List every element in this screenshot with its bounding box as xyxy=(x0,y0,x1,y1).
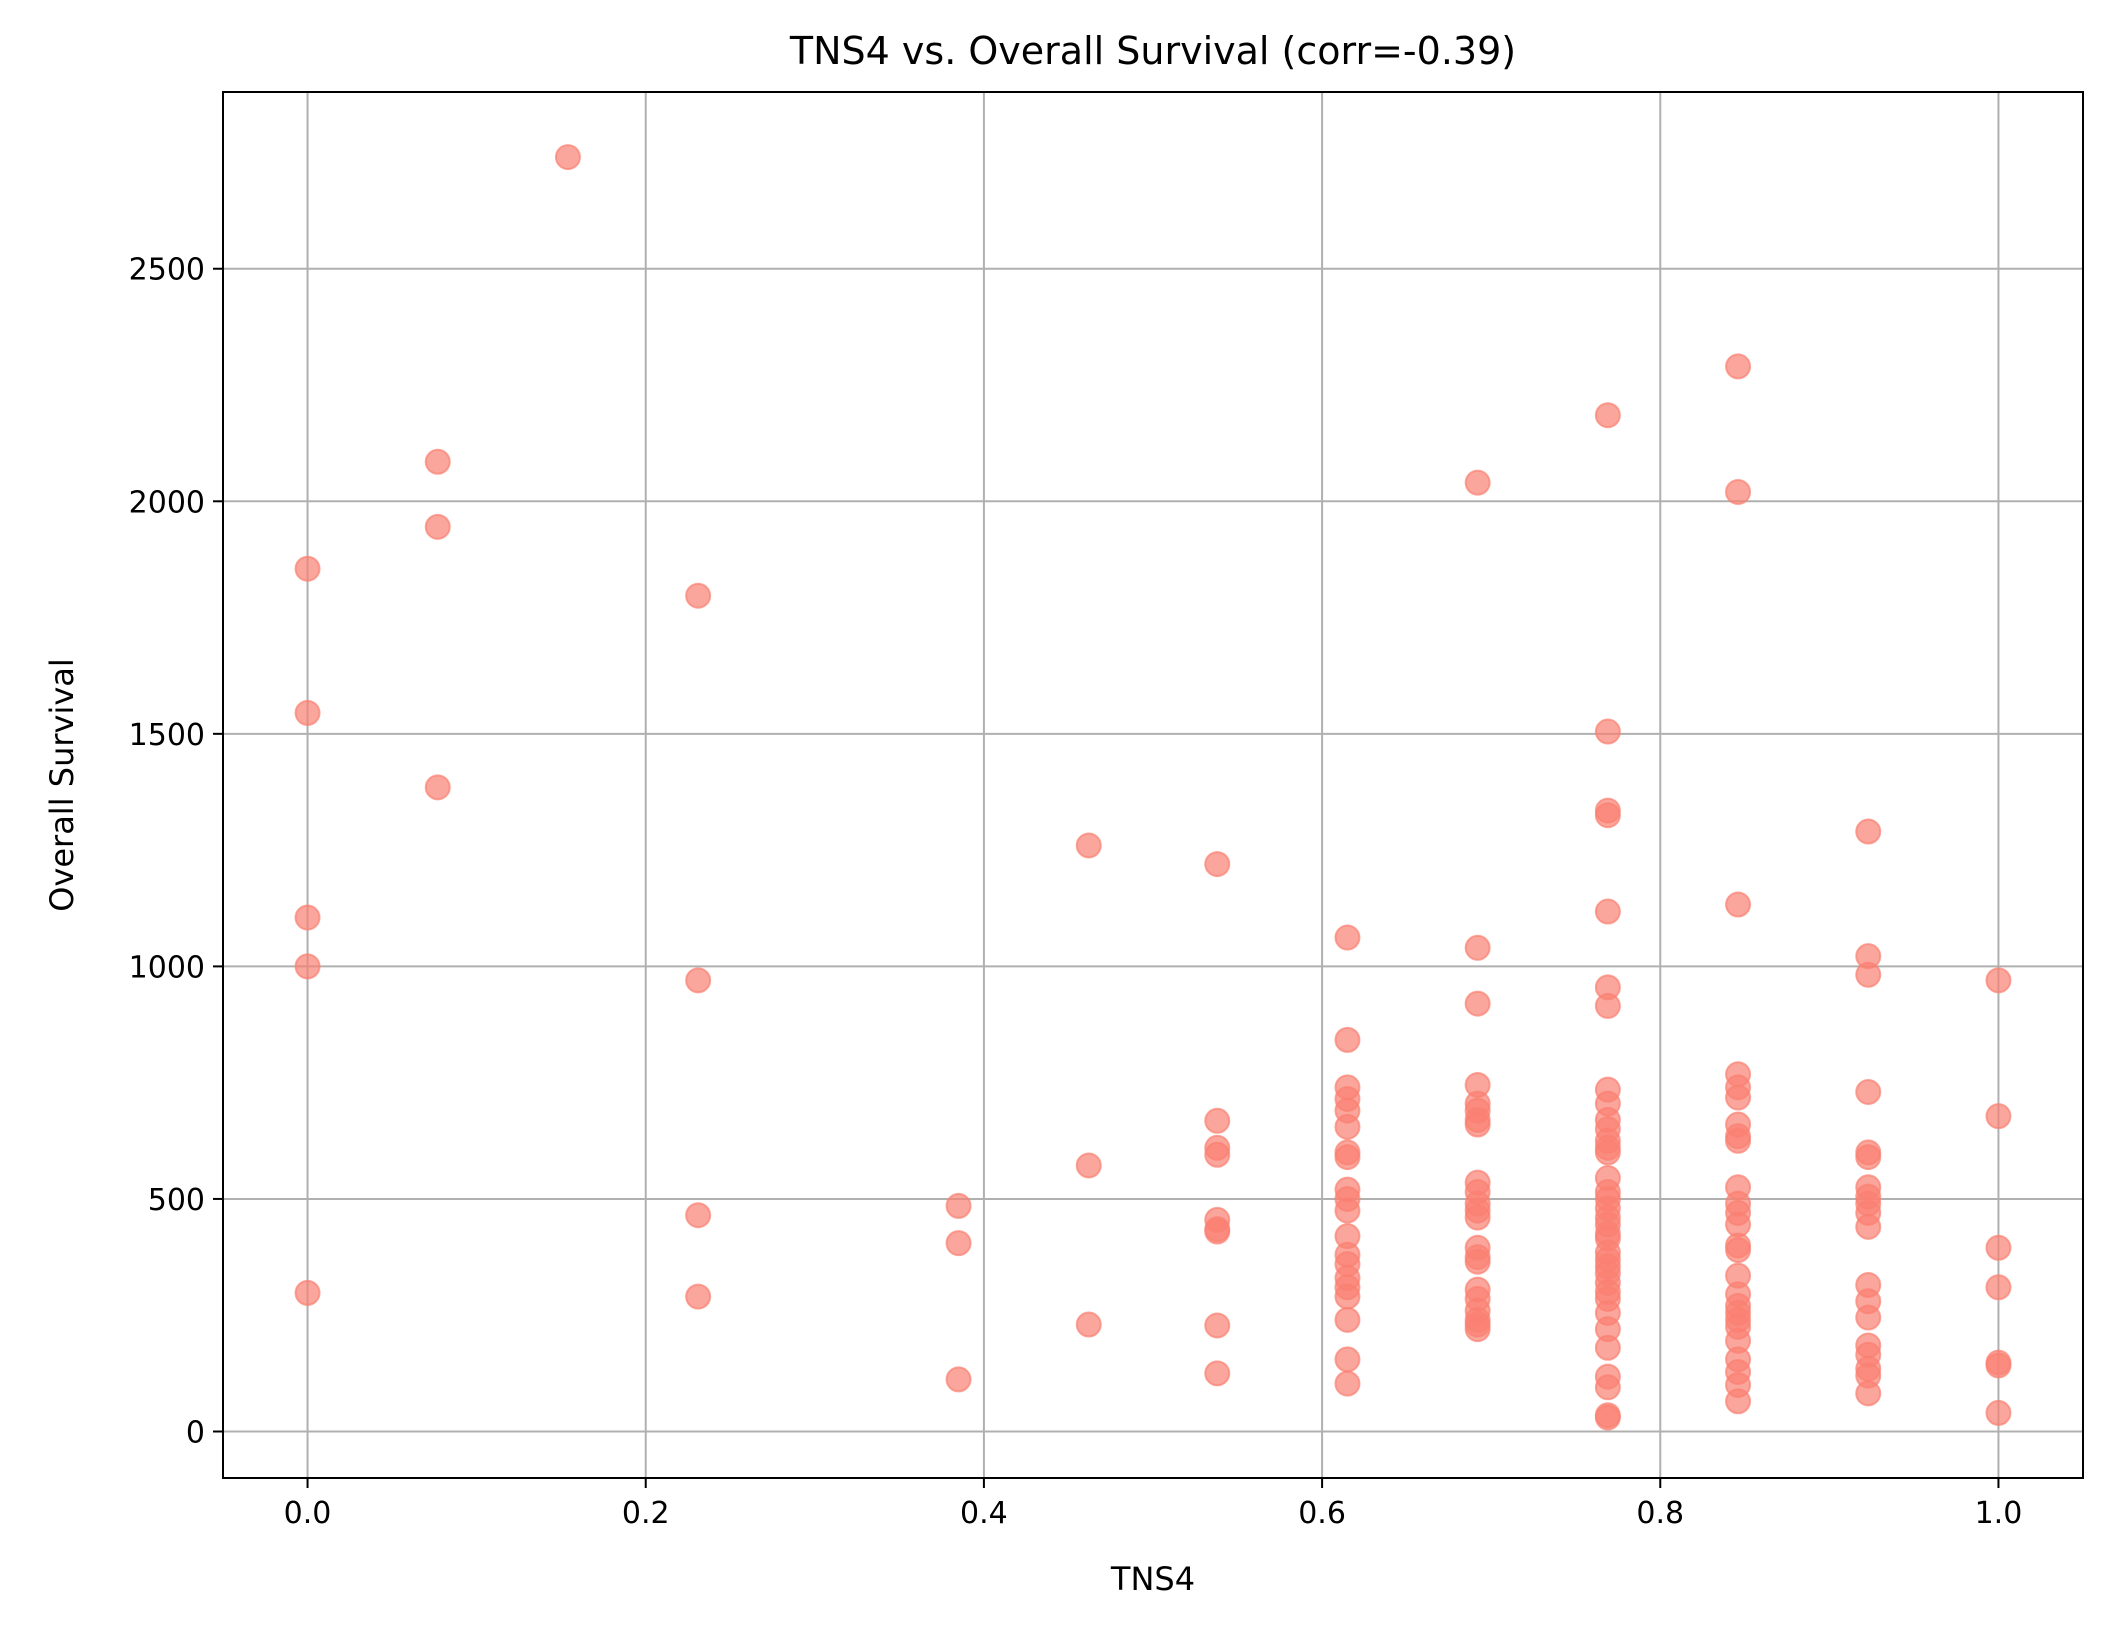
data-point xyxy=(685,582,712,609)
plot-frame xyxy=(222,91,2084,1479)
y-axis-title: Overall Survival xyxy=(43,658,81,912)
y-tick-label: 1000 xyxy=(129,950,205,985)
data-point xyxy=(1725,1388,1752,1415)
data-point xyxy=(424,448,451,475)
data-point xyxy=(1985,1352,2012,1379)
data-point xyxy=(294,699,321,726)
data-point xyxy=(1594,718,1621,745)
data-point xyxy=(685,1202,712,1229)
data-point xyxy=(1985,1234,2012,1261)
axis-ticks: 0.0 0.2 0.4 0.6 0.8 1.0 0 500 1000 1500 2000 2500 xyxy=(129,253,2023,1531)
data-point xyxy=(1855,1380,1882,1407)
x-tick-label: 0.8 xyxy=(1636,1496,1684,1531)
data-point xyxy=(294,953,321,980)
data-point xyxy=(294,1279,321,1306)
data-point xyxy=(1855,818,1882,845)
data-point xyxy=(1725,891,1752,918)
data-point xyxy=(1855,961,1882,988)
data-point xyxy=(1855,1213,1882,1240)
data-point xyxy=(945,1366,972,1393)
data-point xyxy=(1334,1283,1361,1310)
data-point xyxy=(1464,1316,1491,1343)
y-tick-label: 0 xyxy=(186,1415,205,1450)
data-point xyxy=(1334,1370,1361,1397)
data-point xyxy=(1855,1304,1882,1331)
data-point xyxy=(1725,353,1752,380)
x-tick-label: 0.6 xyxy=(1298,1496,1346,1531)
data-point xyxy=(1334,1144,1361,1171)
data-point xyxy=(1204,851,1231,878)
data-point xyxy=(424,513,451,540)
data-point xyxy=(1464,1204,1491,1231)
data-point xyxy=(1334,924,1361,951)
data-point xyxy=(945,1230,972,1257)
data-point xyxy=(1464,469,1491,496)
data-point xyxy=(1075,1311,1102,1338)
grid xyxy=(223,92,2083,1478)
y-tick-label: 2000 xyxy=(129,485,205,520)
data-point xyxy=(1204,1360,1231,1387)
data-point xyxy=(1985,967,2012,994)
data-point xyxy=(1204,1312,1231,1339)
data-point xyxy=(294,904,321,931)
data-point xyxy=(945,1192,972,1219)
y-tick-label: 1500 xyxy=(129,718,205,753)
data-point xyxy=(1725,1237,1752,1264)
data-point xyxy=(1464,1248,1491,1275)
data-point xyxy=(1204,1141,1231,1168)
data-point xyxy=(685,967,712,994)
data-point xyxy=(1334,1197,1361,1224)
data-point xyxy=(1985,1274,2012,1301)
data-point xyxy=(1594,1374,1621,1401)
data-point xyxy=(1985,1399,2012,1426)
data-point xyxy=(554,144,581,171)
data-point xyxy=(1725,1084,1752,1111)
y-tick-label: 500 xyxy=(148,1183,205,1218)
data-point xyxy=(1855,1078,1882,1105)
data-point xyxy=(1334,1346,1361,1373)
data-point xyxy=(1855,1144,1882,1171)
data-point xyxy=(1594,898,1621,925)
data-point xyxy=(1594,992,1621,1019)
data-point xyxy=(1334,1026,1361,1053)
data-point xyxy=(424,774,451,801)
chart-title: TNS4 vs. Overall Survival (corr=-0.39) xyxy=(789,29,1516,73)
data-point xyxy=(1985,1103,2012,1130)
data-point xyxy=(1464,990,1491,1017)
data-point xyxy=(1464,1111,1491,1138)
x-tick-label: 0.4 xyxy=(960,1496,1008,1531)
data-point xyxy=(1725,478,1752,505)
data-point xyxy=(685,1283,712,1310)
y-tick-label: 2500 xyxy=(129,253,205,288)
data-point xyxy=(1204,1218,1231,1245)
data-point xyxy=(1594,802,1621,829)
data-point xyxy=(1075,832,1102,859)
data-point xyxy=(1204,1107,1231,1134)
data-point xyxy=(1594,1404,1621,1431)
x-tick-label: 1.0 xyxy=(1975,1496,2023,1531)
data-point xyxy=(294,555,321,582)
data-point xyxy=(1075,1152,1102,1179)
x-tick-label: 0.2 xyxy=(622,1496,670,1531)
x-tick-label: 0.0 xyxy=(284,1496,332,1531)
data-point xyxy=(1334,1306,1361,1333)
data-point xyxy=(1725,1127,1752,1154)
data-point xyxy=(1594,1334,1621,1361)
data-points xyxy=(294,144,2012,1431)
data-point xyxy=(1334,1113,1361,1140)
data-point xyxy=(1594,402,1621,429)
x-axis-title: TNS4 xyxy=(1110,1560,1195,1598)
data-point xyxy=(1464,934,1491,961)
data-point xyxy=(1594,1139,1621,1166)
